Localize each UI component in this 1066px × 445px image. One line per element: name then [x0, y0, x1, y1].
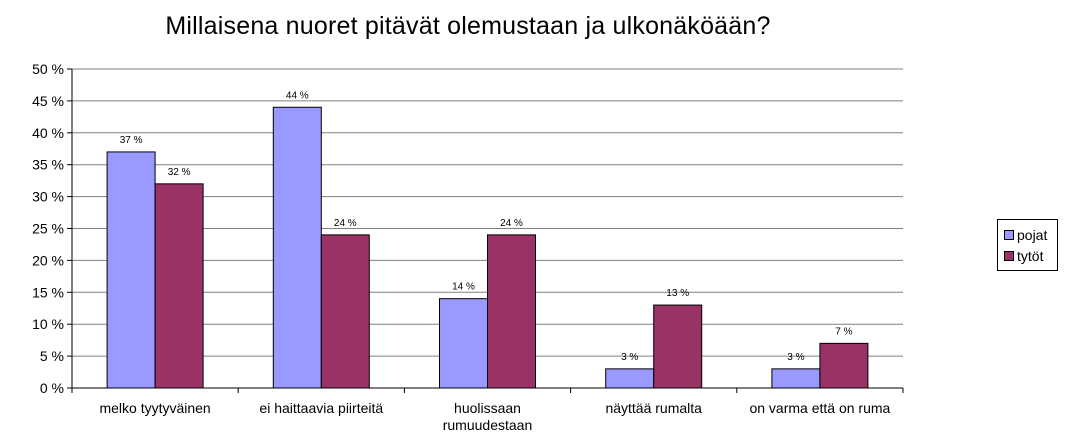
legend-item-tytot: tytöt [998, 246, 1057, 267]
y-tick-label: 35 % [32, 157, 64, 173]
bar-pojat [605, 368, 655, 389]
bar-tytöt [320, 234, 370, 389]
data-label: 3 % [621, 352, 638, 363]
bar-pojat [439, 298, 488, 389]
data-label: 7 % [835, 326, 852, 337]
bar-pojat [272, 106, 322, 389]
legend-swatch-tytot [1004, 251, 1014, 261]
x-tick-label: ei haittaavia piirteitä [259, 400, 383, 416]
legend-swatch-pojat [1004, 230, 1014, 240]
x-tick-label: melko tyytyväinen [99, 400, 210, 416]
legend-label-pojat: pojat [1017, 227, 1048, 243]
y-tick-label: 0 % [40, 380, 64, 396]
y-tick-label: 40 % [32, 125, 64, 141]
y-tick-label: 10 % [32, 316, 64, 332]
y-tick-label: 25 % [32, 221, 64, 237]
data-label: 3 % [787, 352, 804, 363]
data-labels: 37 % 32 % 44 % 24 % 14 % 24 % 3 % 13 % 3 % 7 % [120, 90, 853, 363]
chart-title: Millaisena nuoret pitävät olemustaan ja … [165, 12, 771, 40]
data-label: 37 % [120, 135, 143, 146]
data-label: 14 % [452, 282, 475, 293]
data-label: 24 % [500, 218, 523, 229]
bar-tytöt [819, 342, 869, 389]
y-tick-label: 15 % [32, 284, 64, 300]
x-tick-label: huolissaan rumuudestaan [443, 400, 533, 433]
y-tick-label: 45 % [32, 93, 64, 109]
axes: 0 % 5 % 10 % 15 % 20 % 25 % 30 % 35 % 40 % 45 % 50… [32, 61, 904, 433]
bar-tytöt [487, 234, 536, 389]
legend-item-pojat: pojat [998, 225, 1057, 246]
y-tick-label: 5 % [40, 348, 64, 364]
data-label: 24 % [334, 218, 357, 229]
data-label: 32 % [168, 167, 191, 178]
data-label: 44 % [286, 90, 309, 101]
bar-pojat [106, 151, 156, 389]
legend: pojat tytöt [997, 219, 1058, 271]
y-tick-label: 30 % [32, 189, 64, 205]
legend-label-tytot: tytöt [1017, 248, 1044, 264]
y-tick-label: 50 % [32, 61, 64, 77]
x-tick-label: näyttää rumalta [605, 400, 702, 416]
bar-tytöt [653, 304, 703, 389]
bars [106, 106, 869, 389]
bar-tytöt [154, 183, 204, 389]
x-tick-label: on varma että on ruma [749, 400, 890, 416]
bar-pojat [771, 368, 821, 389]
data-label: 13 % [666, 288, 689, 299]
y-tick-label: 20 % [32, 252, 64, 268]
